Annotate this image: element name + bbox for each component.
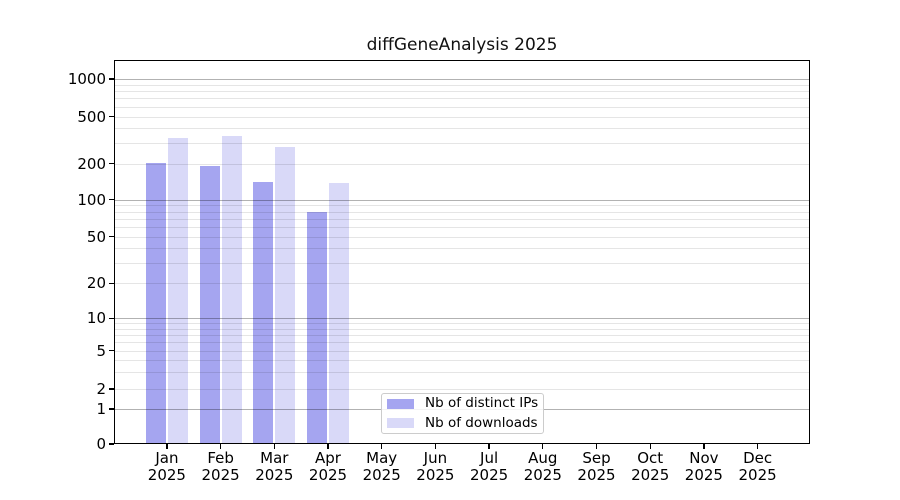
y-gridline [114, 199, 810, 201]
y-gridline [114, 372, 810, 374]
y-gridline [114, 283, 810, 285]
y-gridline [114, 79, 810, 80]
legend-label-downloads: Nb of downloads [425, 414, 538, 431]
x-tick-label: Oct 2025 [631, 449, 670, 484]
y-tick-label: 10 [86, 309, 106, 328]
x-tick-mark [488, 444, 490, 449]
x-tick-mark [327, 444, 329, 449]
x-tick-mark [649, 444, 651, 449]
x-tick-label: Apr 2025 [308, 449, 348, 484]
y-gridline [114, 262, 810, 264]
y-tick-label: 5 [96, 341, 106, 360]
y-gridline [114, 205, 810, 207]
x-tick-label: Sep 2025 [577, 449, 616, 484]
bar-mar-downloads [275, 146, 296, 444]
y-tick-mark [109, 388, 114, 390]
bar-jan-downloads [167, 137, 188, 444]
x-tick-label: Jan 2025 [147, 449, 186, 484]
legend: Nb of distinct IPs Nb of downloads [381, 393, 544, 434]
bar-apr-downloads [329, 182, 349, 444]
x-tick-mark [703, 444, 705, 449]
y-tick-label: 100 [77, 190, 106, 209]
y-gridline [114, 106, 810, 108]
y-gridline [114, 236, 810, 238]
x-tick-label: Jun 2025 [416, 449, 455, 484]
bar-apr-distinct-ips [307, 212, 327, 444]
y-gridline [114, 334, 810, 336]
y-tick-label: 50 [86, 227, 106, 246]
x-tick-mark [756, 444, 759, 449]
y-tick-mark [109, 115, 114, 118]
y-tick-mark [109, 282, 114, 284]
y-gridline [114, 127, 810, 129]
x-tick-mark [381, 444, 383, 449]
y-tick-label: 2 [96, 380, 106, 398]
y-tick-mark [109, 408, 114, 410]
plot-area [114, 60, 810, 444]
x-tick-mark [219, 444, 222, 449]
bar-feb-downloads [221, 135, 242, 444]
y-tick-label: 20 [86, 274, 106, 293]
x-tick-mark [434, 444, 437, 449]
y-tick-mark [109, 317, 114, 319]
y-gridline [114, 389, 810, 390]
x-tick-label: Mar 2025 [255, 449, 294, 484]
y-tick-mark [109, 236, 114, 238]
y-tick-label: 0 [96, 435, 106, 453]
bar-jan-distinct-ips [145, 162, 166, 444]
x-tick-label: May 2025 [362, 449, 401, 484]
y-gridline [114, 328, 810, 330]
y-gridline [114, 84, 810, 86]
legend-item-downloads: Nb of downloads [382, 414, 543, 434]
y-gridline [114, 323, 810, 325]
y-tick-mark [109, 199, 114, 201]
y-tick-mark [109, 443, 114, 445]
x-tick-mark [595, 444, 598, 449]
y-gridline [114, 218, 810, 220]
y-tick-mark [109, 162, 114, 165]
y-gridline [114, 163, 810, 165]
x-tick-label: Feb 2025 [201, 449, 240, 484]
legend-swatch-distinct-ips [387, 398, 414, 409]
x-tick-label: Aug 2025 [523, 449, 562, 484]
y-gridline [114, 350, 810, 352]
x-tick-label: Jul 2025 [470, 449, 509, 484]
bar-feb-distinct-ips [199, 166, 220, 444]
x-tick-label: Dec 2025 [738, 449, 777, 484]
legend-label-distinct-ips: Nb of distinct IPs [425, 395, 539, 412]
y-gridline [114, 142, 810, 144]
legend-swatch-downloads [387, 418, 414, 429]
y-gridline [114, 318, 810, 320]
y-gridline [114, 211, 810, 213]
chart-title: diffGeneAnalysis 2025 [366, 35, 558, 55]
x-tick-mark [542, 444, 544, 449]
y-gridline [114, 91, 810, 93]
y-tick-label: 1 [96, 400, 106, 418]
x-tick-label: Nov 2025 [684, 449, 723, 484]
y-tick-mark [109, 78, 114, 80]
y-gridline [114, 226, 810, 228]
y-gridline [114, 360, 810, 362]
y-tick-mark [109, 350, 114, 352]
y-gridline [114, 98, 810, 100]
bar-mar-distinct-ips [253, 181, 274, 444]
x-tick-mark [166, 444, 168, 449]
y-gridline [114, 342, 810, 344]
legend-item-distinct-ips: Nb of distinct IPs [382, 394, 543, 414]
y-gridline [114, 248, 810, 250]
x-tick-mark [273, 444, 275, 449]
y-tick-label: 1000 [67, 70, 106, 88]
y-tick-label: 200 [77, 154, 106, 173]
y-tick-label: 500 [77, 107, 106, 126]
y-gridline [114, 116, 810, 118]
